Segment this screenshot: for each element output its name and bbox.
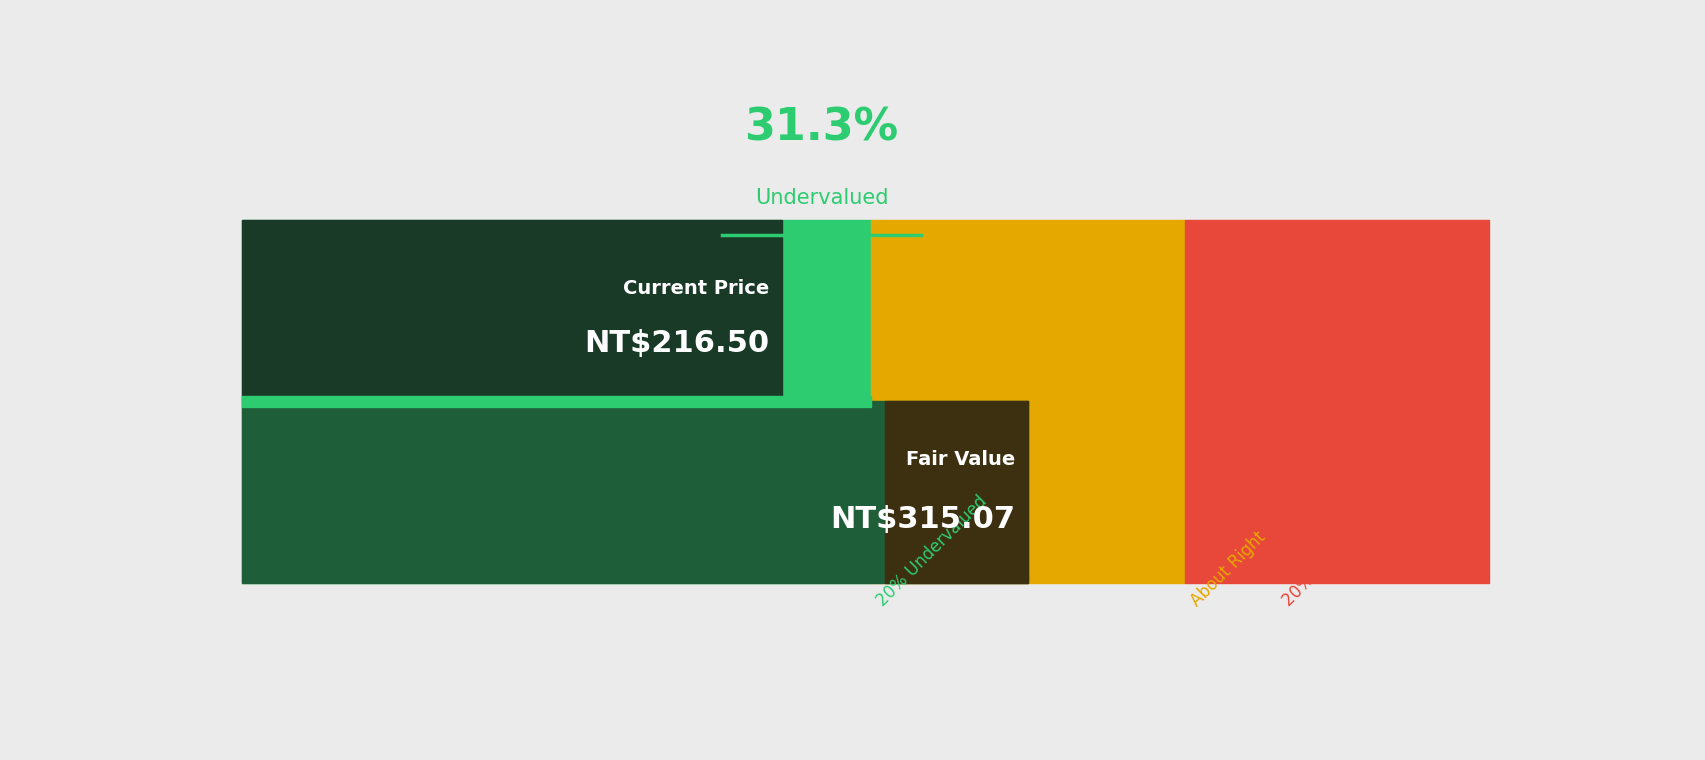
Bar <box>242 396 870 407</box>
Bar <box>885 401 1028 583</box>
Bar <box>242 220 870 583</box>
Text: NT$216.50: NT$216.50 <box>583 329 769 358</box>
Bar <box>870 220 1185 583</box>
Text: About Right: About Right <box>1187 528 1269 610</box>
Text: Fair Value: Fair Value <box>905 450 1014 469</box>
Text: Current Price: Current Price <box>622 280 769 299</box>
Bar <box>242 220 781 401</box>
Text: 20% Overvalued: 20% Overvalued <box>1279 500 1388 610</box>
Text: Undervalued: Undervalued <box>754 188 888 208</box>
Text: NT$315.07: NT$315.07 <box>829 505 1014 534</box>
Bar <box>242 401 1028 583</box>
Text: 31.3%: 31.3% <box>743 106 899 150</box>
Text: 20% Undervalued: 20% Undervalued <box>873 492 991 610</box>
Bar <box>1185 220 1488 583</box>
